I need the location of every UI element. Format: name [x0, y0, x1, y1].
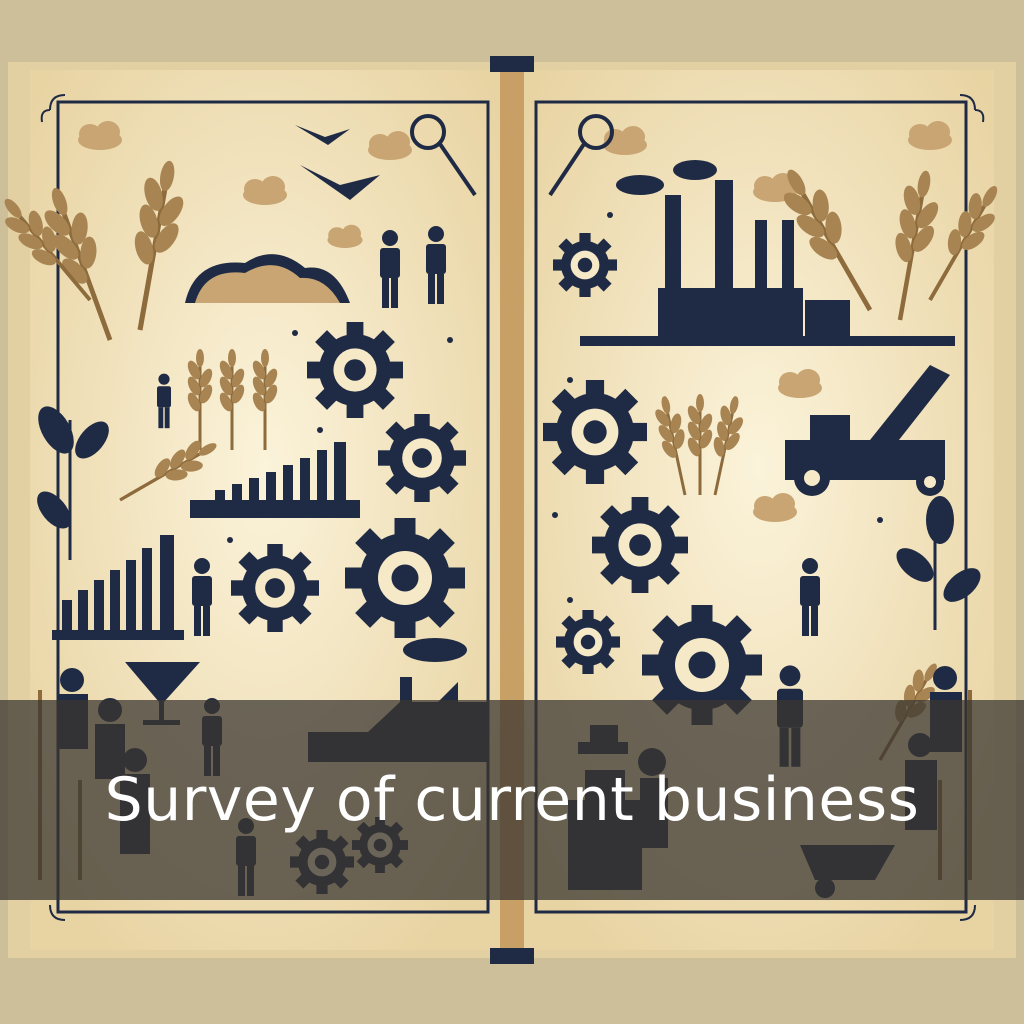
title-banner	[0, 700, 1024, 900]
leaf-plant-icon	[37, 406, 981, 630]
bird-icon	[295, 125, 380, 200]
tractor-icon	[785, 365, 950, 496]
magnifier-icon	[410, 114, 614, 197]
poster-title: Survey of current business	[104, 765, 920, 835]
bar-chart-icon	[52, 442, 360, 640]
cocktail-glass-icon	[125, 662, 200, 725]
